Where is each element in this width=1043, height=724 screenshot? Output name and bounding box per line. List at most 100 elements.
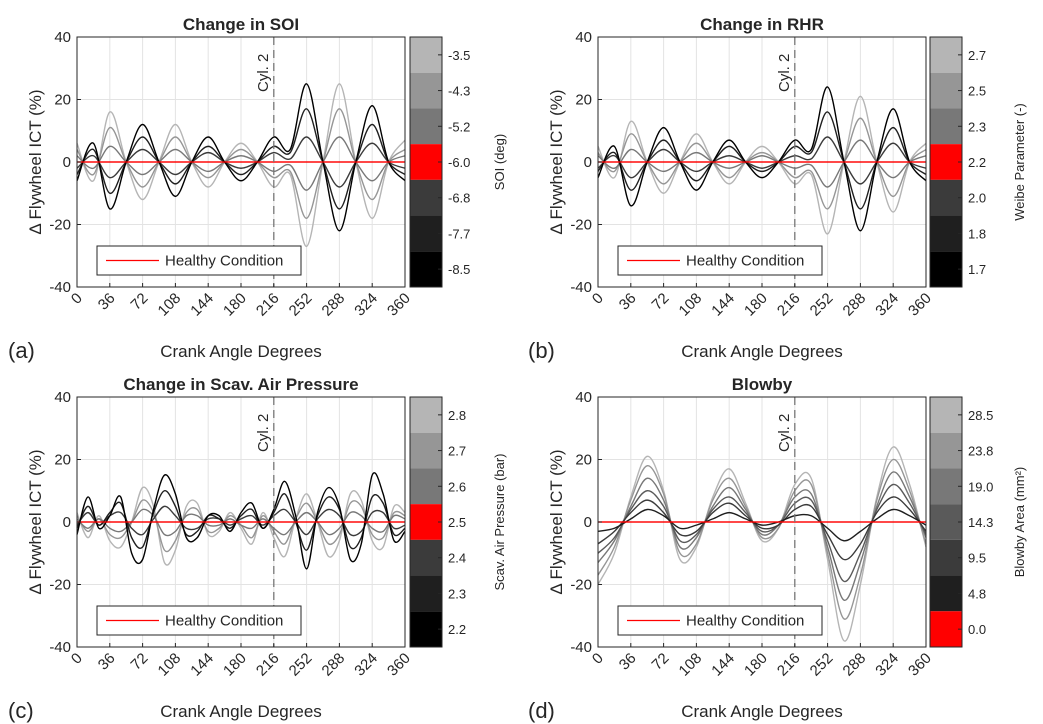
y-tick-label: -40	[49, 639, 71, 656]
y-tick-label: -40	[570, 279, 592, 296]
y-tick-label: 40	[54, 389, 71, 406]
x-axis-label: Crank Angle Degrees	[160, 342, 322, 361]
y-tick-label: 20	[54, 452, 71, 469]
y-tick-label: -20	[570, 217, 592, 234]
colorbar-segment	[930, 397, 962, 433]
series-line-2.0	[597, 136, 927, 185]
colorbar-segment	[410, 397, 442, 433]
colorbar-segment	[930, 611, 962, 647]
colorbar-segment	[410, 504, 442, 540]
colorbar-segment	[930, 468, 962, 505]
x-tick-label: 36	[95, 650, 119, 674]
y-tick-label: 0	[63, 514, 71, 531]
panel-title: Change in Scav. Air Pressure	[123, 375, 358, 394]
colorbar-tick-label: -6.0	[448, 155, 470, 170]
colorbar-segment	[930, 37, 962, 73]
y-tick-label: -40	[570, 639, 592, 656]
panel-0: Cyl. 2 -40 -20 0 20 40 0 36 72 108 144 180 216 252 288…	[8, 15, 507, 363]
x-tick-label: 216	[253, 650, 283, 680]
colorbar-segment	[410, 215, 442, 252]
y-tick-label: -40	[49, 279, 71, 296]
x-tick-label: 288	[840, 650, 870, 680]
x-tick-label: 144	[187, 650, 217, 680]
cylinder-label: Cyl. 2	[255, 54, 272, 92]
x-axis-label: Crank Angle Degrees	[681, 702, 843, 721]
x-tick-label: 36	[616, 290, 640, 314]
legend-box	[617, 605, 823, 636]
colorbar-segment	[410, 539, 442, 576]
colorbar-tick-label: -4.3	[448, 84, 470, 99]
series-line--4.3	[76, 108, 406, 219]
y-axis-label: Δ Flywheel ICT (%)	[547, 449, 566, 594]
y-tick-label: 40	[575, 389, 592, 406]
colorbar-segment	[930, 504, 962, 540]
colorbar-segment	[930, 179, 962, 216]
x-tick-label: 144	[708, 650, 738, 680]
colorbar-segment	[930, 108, 962, 145]
x-tick-label: 108	[676, 650, 706, 680]
x-tick-label: 0	[68, 650, 86, 668]
colorbar-tick-label: 2.3	[448, 586, 466, 601]
colorbar-tick-label: 2.6	[448, 479, 466, 494]
colorbar-tick-label: 1.8	[968, 226, 986, 241]
colorbar-tick-label: 2.3	[968, 119, 986, 134]
y-tick-label: 20	[575, 92, 592, 109]
panel-title: Change in SOI	[183, 15, 299, 34]
panel-label: (d)	[528, 698, 555, 723]
colorbar-segment	[930, 539, 962, 576]
colorbar-tick-label: 2.4	[448, 551, 466, 566]
series-line-2.5	[597, 117, 927, 210]
cylinder-label: Cyl. 2	[776, 54, 793, 92]
y-tick-label: 20	[54, 92, 71, 109]
colorbar-tick-label: -3.5	[448, 48, 470, 63]
colorbar-segment	[410, 72, 442, 109]
series-line--7.7	[76, 108, 406, 210]
x-tick-label: 360	[384, 650, 414, 680]
colorbar-segment	[410, 575, 442, 612]
y-tick-label: 20	[575, 452, 592, 469]
x-tick-label: 36	[616, 650, 640, 674]
panel-label: (b)	[528, 338, 555, 363]
colorbar-tick-label: 2.7	[448, 444, 466, 459]
x-tick-label: 360	[905, 650, 935, 680]
colorbar-tick-label: 28.5	[968, 408, 993, 423]
legend-label: Healthy Condition	[165, 253, 283, 270]
colorbar-label: Blowby Area (mm²)	[1012, 467, 1027, 578]
x-tick-label: 180	[741, 290, 771, 320]
colorbar-tick-label: 2.2	[448, 622, 466, 637]
colorbar-tick-label: 2.5	[968, 84, 986, 99]
colorbar-tick-label: 23.8	[968, 444, 993, 459]
x-tick-label: 216	[774, 290, 804, 320]
x-tick-label: 324	[351, 290, 381, 320]
colorbar-segment	[930, 72, 962, 109]
panel-1: Cyl. 2 -40 -20 0 20 40 0 36 72 108 144 180 216 252 288…	[528, 15, 1027, 363]
y-axis-label: Δ Flywheel ICT (%)	[547, 89, 566, 234]
y-tick-label: 0	[584, 514, 592, 531]
x-tick-label: 36	[95, 290, 119, 314]
colorbar-tick-label: -7.7	[448, 226, 470, 241]
x-tick-label: 0	[589, 290, 607, 308]
panel-2: Cyl. 2 -40 -20 0 20 40 0 36 72 108 144 180 216 252 288…	[8, 375, 507, 723]
x-tick-label: 108	[155, 650, 185, 680]
x-tick-label: 288	[319, 650, 349, 680]
x-tick-label: 72	[649, 290, 673, 314]
colorbar-tick-label: 2.7	[968, 48, 986, 63]
x-tick-label: 108	[676, 290, 706, 320]
x-tick-label: 324	[872, 290, 902, 320]
x-tick-label: 288	[319, 290, 349, 320]
colorbar-label: SOI (deg)	[492, 134, 507, 190]
x-tick-label: 324	[351, 650, 381, 680]
colorbar-tick-label: 14.3	[968, 515, 993, 530]
series-line-2.4	[76, 505, 406, 537]
y-tick-label: 0	[63, 154, 71, 171]
colorbar-segment	[410, 611, 442, 647]
y-tick-label: -20	[49, 217, 71, 234]
x-tick-label: 144	[708, 290, 738, 320]
x-tick-label: 216	[774, 650, 804, 680]
colorbar-tick-label: 19.0	[968, 479, 993, 494]
x-tick-label: 360	[384, 290, 414, 320]
x-tick-label: 252	[286, 650, 316, 680]
panel-label: (a)	[8, 338, 35, 363]
series-line--3.5	[76, 83, 406, 248]
